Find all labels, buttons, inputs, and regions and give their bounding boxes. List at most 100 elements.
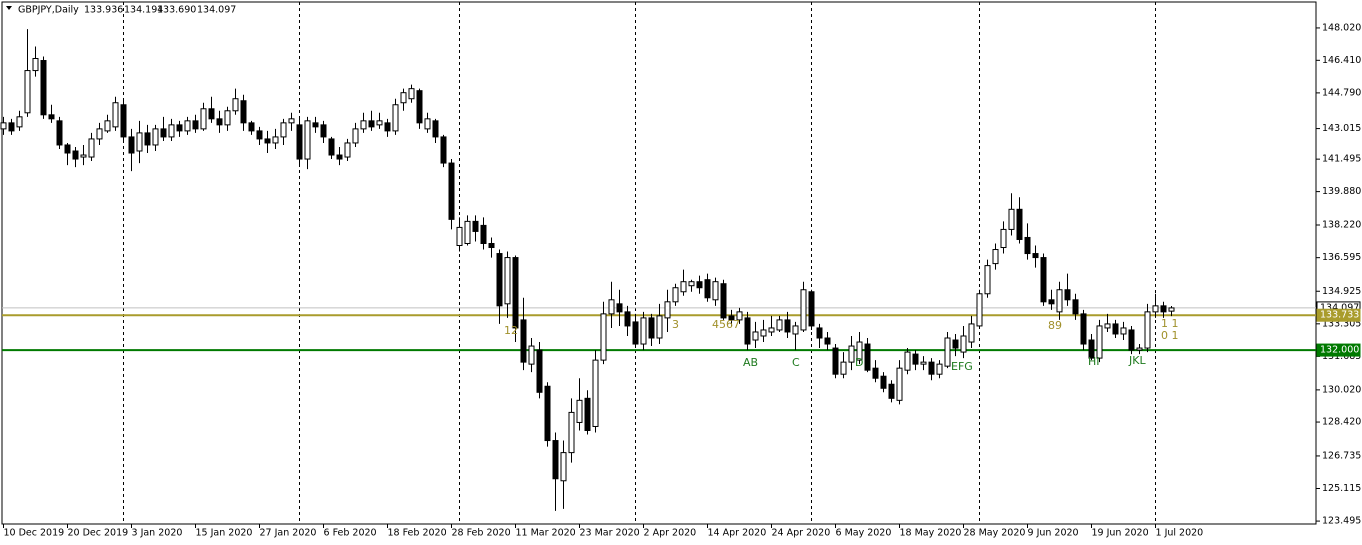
candle-body (456, 226, 463, 247)
candle-body (600, 313, 607, 361)
candle-body (1160, 305, 1167, 313)
x-tick-label: 20 Dec 2019 (68, 528, 129, 539)
candle-body (448, 162, 455, 220)
candle-body (240, 100, 247, 124)
candle-body (584, 397, 591, 431)
quote-value: 133.936 (84, 5, 123, 16)
candle-body (248, 122, 255, 132)
candle-body (120, 104, 127, 138)
level-box (1316, 308, 1361, 322)
candle-body (784, 319, 791, 333)
candle-body (656, 315, 663, 339)
candle-body (872, 367, 879, 379)
y-tick-label: 148.020 (1322, 22, 1361, 33)
candle-body (936, 363, 943, 375)
current-price-label: 134.097 (1320, 302, 1359, 313)
candle-body (1088, 339, 1095, 359)
candle-body (56, 120, 63, 146)
candle-body (1096, 325, 1103, 359)
candle-body (1056, 289, 1063, 313)
candle-body (232, 98, 239, 112)
plot-frame (1, 1, 1317, 525)
x-tick-label: 28 May 2020 (964, 528, 1026, 539)
candle-body (1136, 347, 1143, 351)
candle-body (224, 110, 231, 126)
candle-body (88, 138, 95, 158)
x-tick-label: 18 Feb 2020 (388, 528, 447, 539)
y-tick-label: 123.495 (1322, 516, 1361, 527)
y-tick-label: 136.595 (1322, 252, 1361, 263)
quote-value: 134.097 (197, 5, 236, 16)
candle-body (472, 220, 479, 232)
candle-body (136, 132, 143, 152)
candle-body (1080, 313, 1087, 345)
candle-body (440, 136, 447, 164)
annotation: JKL (1128, 354, 1146, 367)
candle-body (960, 335, 967, 353)
candle-body (672, 287, 679, 303)
annotation: EFG (951, 360, 973, 373)
candle-body (112, 102, 119, 128)
candle-body (760, 329, 767, 337)
candle-body (616, 303, 623, 313)
annotation: 0 1 (1161, 329, 1179, 342)
candle-body (176, 124, 183, 132)
candle-body (680, 281, 687, 293)
candle-body (1016, 208, 1023, 240)
x-tick-label: 9 Jun 2020 (1028, 528, 1079, 539)
candle-body (816, 327, 823, 339)
y-tick-label: 143.015 (1322, 123, 1361, 134)
candle-body (392, 104, 399, 132)
y-tick-label: 125.115 (1322, 483, 1361, 494)
x-tick-label: 6 May 2020 (836, 528, 892, 539)
candle-body (1144, 311, 1151, 349)
candle-body (152, 128, 159, 146)
candle-body (304, 120, 311, 160)
candle-body (984, 265, 991, 295)
candle-body (1024, 236, 1031, 255)
candle-body (416, 90, 423, 124)
candle-body (1104, 323, 1111, 329)
candle-body (40, 60, 47, 116)
candle-body (848, 345, 855, 363)
annotation: C (792, 356, 800, 369)
candle-body (368, 120, 375, 128)
candle-body (832, 347, 839, 375)
x-tick-label: 11 Mar 2020 (516, 528, 576, 539)
quote-value: 133.690 (157, 5, 196, 16)
quote-value: 134.194 (124, 5, 163, 16)
candle-body (376, 120, 383, 126)
candle-body (664, 301, 671, 319)
candle-body (976, 293, 983, 327)
candle-body (328, 138, 335, 156)
level-label: 132.000 (1320, 345, 1359, 356)
candle-body (128, 136, 135, 154)
candle-body (520, 319, 527, 363)
candle-body (312, 122, 319, 128)
candle-body (208, 108, 215, 120)
candle-body (480, 224, 487, 244)
annotation: 12 (504, 324, 518, 337)
candle-body (216, 118, 223, 126)
candle-body (1120, 327, 1127, 335)
candle-body (576, 399, 583, 423)
candle-body (24, 70, 31, 114)
candle-body (840, 361, 847, 375)
x-tick-label: 2 Apr 2020 (644, 528, 697, 539)
y-tick-label: 128.420 (1322, 417, 1361, 428)
candle-body (904, 351, 911, 371)
candle-body (1008, 208, 1015, 230)
candle-body (920, 361, 927, 365)
level-box (1316, 343, 1361, 357)
candle-body (8, 122, 15, 132)
candle-body (408, 88, 415, 100)
candle-body (488, 242, 495, 249)
candle-body (864, 343, 871, 371)
candle-body (272, 136, 279, 144)
candle-body (528, 345, 535, 365)
annotation: HI (1088, 355, 1100, 368)
x-tick-label: 15 Jan 2020 (196, 528, 253, 539)
x-tick-label: 6 Feb 2020 (324, 528, 377, 539)
symbol-label: GBPJPY,Daily (18, 5, 79, 16)
